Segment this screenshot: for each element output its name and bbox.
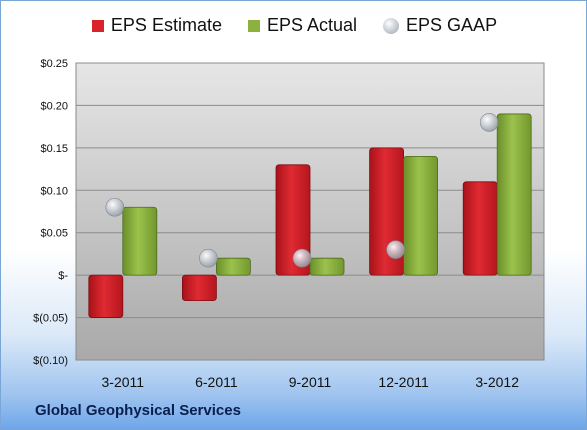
- company-name: Global Geophysical Services: [35, 402, 241, 419]
- marker-eps-gaap: [292, 248, 312, 268]
- bar-eps-estimate: [181, 274, 217, 301]
- bar-eps-actual: [309, 257, 345, 276]
- bar-eps-actual: [403, 155, 439, 276]
- x-tick-label: 9-2011: [289, 374, 332, 390]
- bar-eps-actual: [122, 206, 158, 276]
- x-axis-ticks: 3-2011 6-2011 9-2011 12-2011 3-2012: [102, 374, 520, 390]
- y-tick-label: $(0.10): [33, 355, 68, 367]
- legend-label-gaap: EPS GAAP: [406, 15, 498, 35]
- marker-eps-gaap: [105, 197, 125, 217]
- legend-swatch-gaap: [383, 17, 400, 34]
- marker-eps-gaap: [199, 248, 218, 268]
- y-tick-label: $0.20: [40, 100, 68, 112]
- bar-eps-estimate: [88, 274, 124, 318]
- gaap-markers: [105, 113, 499, 268]
- bar-eps-actual: [215, 257, 251, 276]
- y-tick-label: $0.15: [40, 143, 68, 155]
- legend-item-eps-gaap: EPS GAAP: [383, 15, 497, 36]
- y-tick-label: $0.05: [40, 228, 68, 240]
- legend-swatch-actual: [247, 19, 260, 32]
- y-tick-label: $0.10: [40, 185, 68, 197]
- legend-label-estimate: EPS Estimate: [110, 15, 222, 35]
- y-tick-label: $-: [58, 270, 68, 282]
- legend-item-eps-actual: EPS Actual: [247, 15, 358, 36]
- x-tick-label: 6-2011: [195, 374, 238, 390]
- bars: [88, 113, 532, 318]
- marker-eps-gaap: [386, 240, 405, 259]
- x-tick-label: 12-2011: [378, 374, 429, 390]
- legend: EPS Estimate EPS Actual EPS GAAP: [1, 15, 586, 36]
- legend-swatch-estimate: [91, 19, 104, 32]
- y-tick-label: $(0.05): [33, 313, 68, 325]
- bar-eps-estimate: [462, 181, 498, 276]
- marker-eps-gaap: [479, 113, 499, 132]
- bar-eps-actual: [496, 113, 532, 276]
- x-tick-label: 3-2012: [475, 374, 519, 390]
- legend-label-actual: EPS Actual: [266, 15, 358, 35]
- y-tick-label: $0.25: [40, 58, 68, 70]
- y-axis-ticks: $0.25 $0.20 $0.15 $0.10 $0.05 $- $(0.05) $(0.10…: [33, 58, 68, 367]
- x-tick-label: 3-2011: [102, 374, 145, 390]
- bar-eps-estimate: [275, 164, 311, 276]
- legend-item-eps-estimate: EPS Estimate: [91, 15, 222, 36]
